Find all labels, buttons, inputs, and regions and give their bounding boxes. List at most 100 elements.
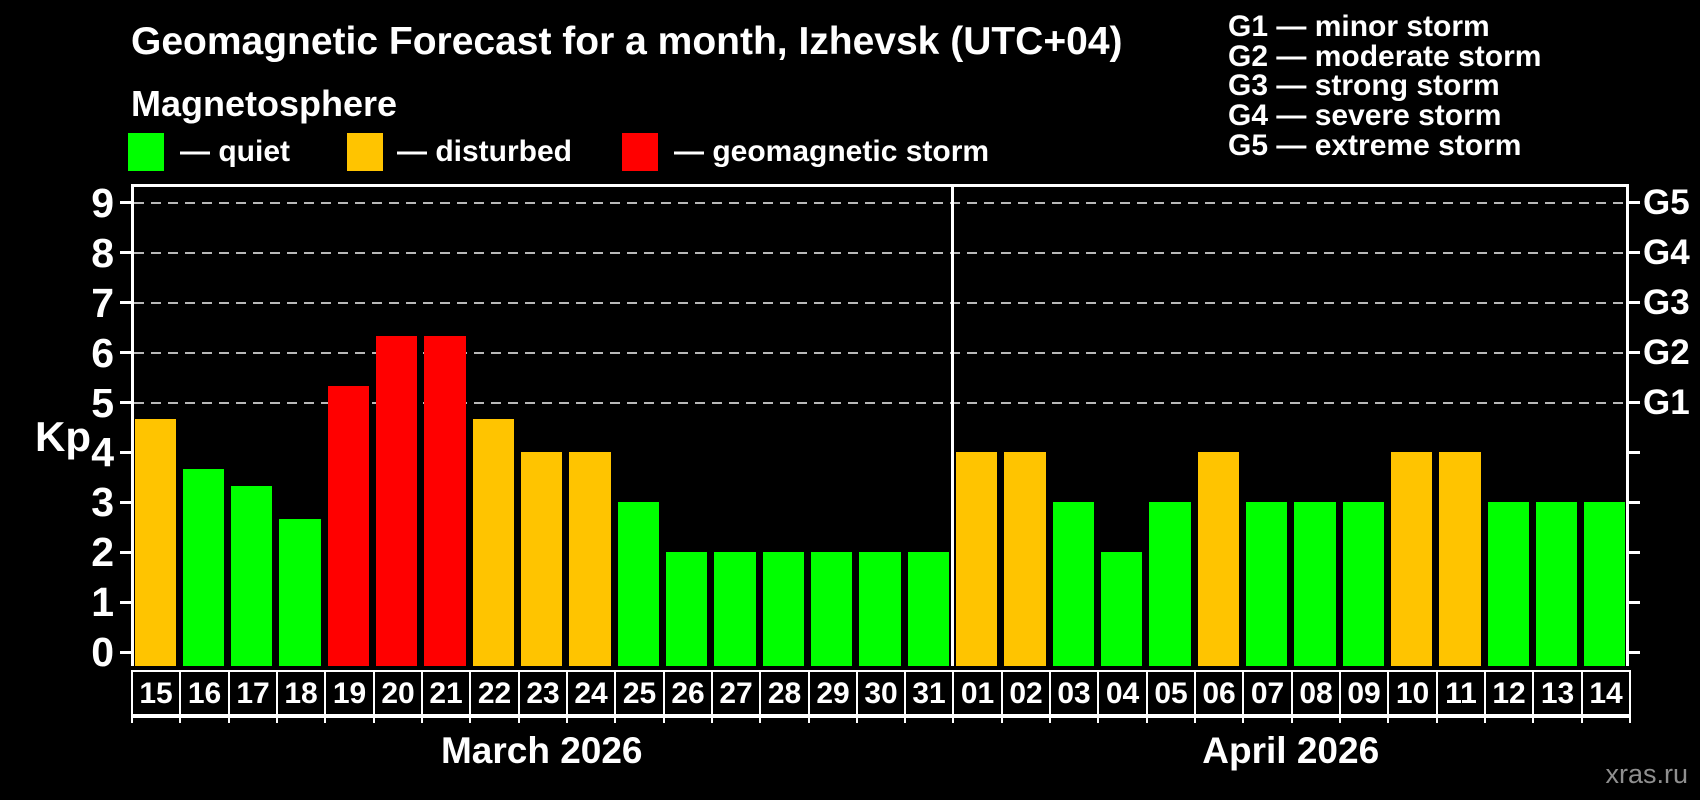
bottom-axis-tick [1629,717,1631,723]
left-axis-tick-8 [120,251,131,255]
watermark: xras.ru [1605,759,1688,789]
gridline-kp8 [134,251,1626,254]
legend-label-storm: — geomagnetic storm [674,135,990,168]
storm-scale-legend: G1 — minor storm G2 — moderate storm G3 … [1228,12,1541,161]
quiet-swatch-icon [128,133,164,171]
month-label-march: March 2026 [440,730,643,771]
date-cell-10: 10 [1387,670,1438,718]
left-axis-tick-4 [120,450,131,454]
kp-bar-14 [1584,502,1626,666]
g-scale-label-G5: G5 [1643,182,1690,222]
kp-tick-label-2: 2 [91,529,114,576]
kp-bar-01 [955,452,998,666]
storm-scale-line-g3: G3 — strong storm [1228,69,1500,103]
date-cell-11: 11 [1436,670,1486,718]
kp-bar-03 [1052,502,1094,666]
kp-bar-15 [134,418,176,666]
left-axis-tick-3 [120,500,131,504]
date-cell-29: 29 [808,670,858,718]
bottom-axis-tick [904,717,906,723]
date-cell-06: 06 [1194,670,1244,718]
date-cell-08: 08 [1291,670,1341,718]
kp-bar-27 [714,552,756,666]
bottom-axis-tick [518,717,520,723]
month-label-april: April 2026 [1202,730,1380,771]
bottom-axis-tick [856,717,858,723]
gridline-kp7 [134,301,1626,304]
right-axis [1626,184,1629,666]
kp-bar-08 [1294,502,1336,666]
bottom-axis-tick [324,717,326,723]
bottom-axis-tick [1097,717,1099,723]
kp-tick-label-8: 8 [91,229,114,276]
right-axis-tick-8 [1629,251,1640,255]
kp-bar-16 [182,468,225,666]
date-cell-15: 15 [131,670,181,718]
bottom-axis-tick [1001,717,1003,723]
kp-tick-label-4: 4 [91,429,114,476]
date-cell-28: 28 [759,670,810,718]
storm-scale-line-g1: G1 — minor storm [1228,10,1490,43]
legend-label-disturbed: — disturbed [397,135,573,168]
bottom-axis-tick [228,717,230,723]
plot-top-border [131,184,1629,187]
date-cell-23: 23 [518,670,568,718]
date-cell-22: 22 [469,670,520,718]
g-scale-label-G3: G3 [1643,282,1690,322]
right-axis-tick-6 [1629,351,1640,355]
kp-bar-02 [1004,452,1046,666]
bottom-axis-tick [1291,717,1293,723]
kp-bar-20 [376,336,418,666]
disturbed-swatch-icon [347,133,383,171]
bottom-axis-tick [663,717,665,723]
date-cell-25: 25 [614,670,665,718]
kp-bar-06 [1197,452,1239,666]
date-cell-12: 12 [1484,670,1534,718]
page-title: Geomagnetic Forecast for a month, Izhevs… [131,20,1123,63]
left-axis-tick-5 [120,401,131,404]
kp-bar-31 [907,552,949,666]
date-cell-09: 09 [1339,670,1389,718]
date-cell-02: 02 [1001,670,1051,718]
right-axis-tick-7 [1629,301,1640,305]
storm-scale-line-g4: G4 — severe storm [1228,99,1502,133]
bottom-axis-tick [421,717,423,723]
date-cell-03: 03 [1049,670,1099,718]
g-scale-label-G2: G2 [1643,332,1690,372]
date-cell-07: 07 [1242,670,1293,718]
kp-bar-04 [1100,552,1143,666]
kp-bar-30 [859,552,901,666]
right-axis-tick-4 [1629,450,1640,454]
date-cell-18: 18 [276,670,326,718]
kp-bar-13 [1535,502,1578,666]
kp-bar-25 [617,502,660,666]
kp-bar-17 [231,485,273,666]
kp-bar-23 [521,452,563,666]
left-axis-tick-1 [120,600,131,604]
kp-tick-label-6: 6 [91,329,114,376]
date-cell-26: 26 [663,670,713,718]
kp-bar-22 [472,418,515,666]
bottom-axis-tick [469,717,471,723]
date-cell-21: 21 [421,670,471,718]
left-axis-tick-9 [120,201,131,205]
kp-tick-label-7: 7 [91,279,114,326]
date-cell-13: 13 [1532,670,1583,718]
kp-tick-label-1: 1 [91,579,114,626]
right-axis-tick-3 [1629,500,1640,504]
kp-bar-21 [424,336,466,666]
kp-tick-label-5: 5 [91,379,114,426]
bottom-axis-tick [1532,717,1534,723]
date-cell-31: 31 [904,670,954,718]
bottom-axis-tick [131,717,133,723]
bottom-axis-tick [1242,717,1244,723]
bottom-axis-tick [373,717,375,723]
kp-bar-05 [1149,502,1191,666]
kp-bar-28 [762,552,804,666]
bottom-axis-tick [711,717,713,723]
bottom-axis-line [131,714,1629,717]
bottom-axis-tick [952,717,954,723]
bottom-axis-tick [614,717,616,723]
kp-tick-label-9: 9 [91,179,114,226]
